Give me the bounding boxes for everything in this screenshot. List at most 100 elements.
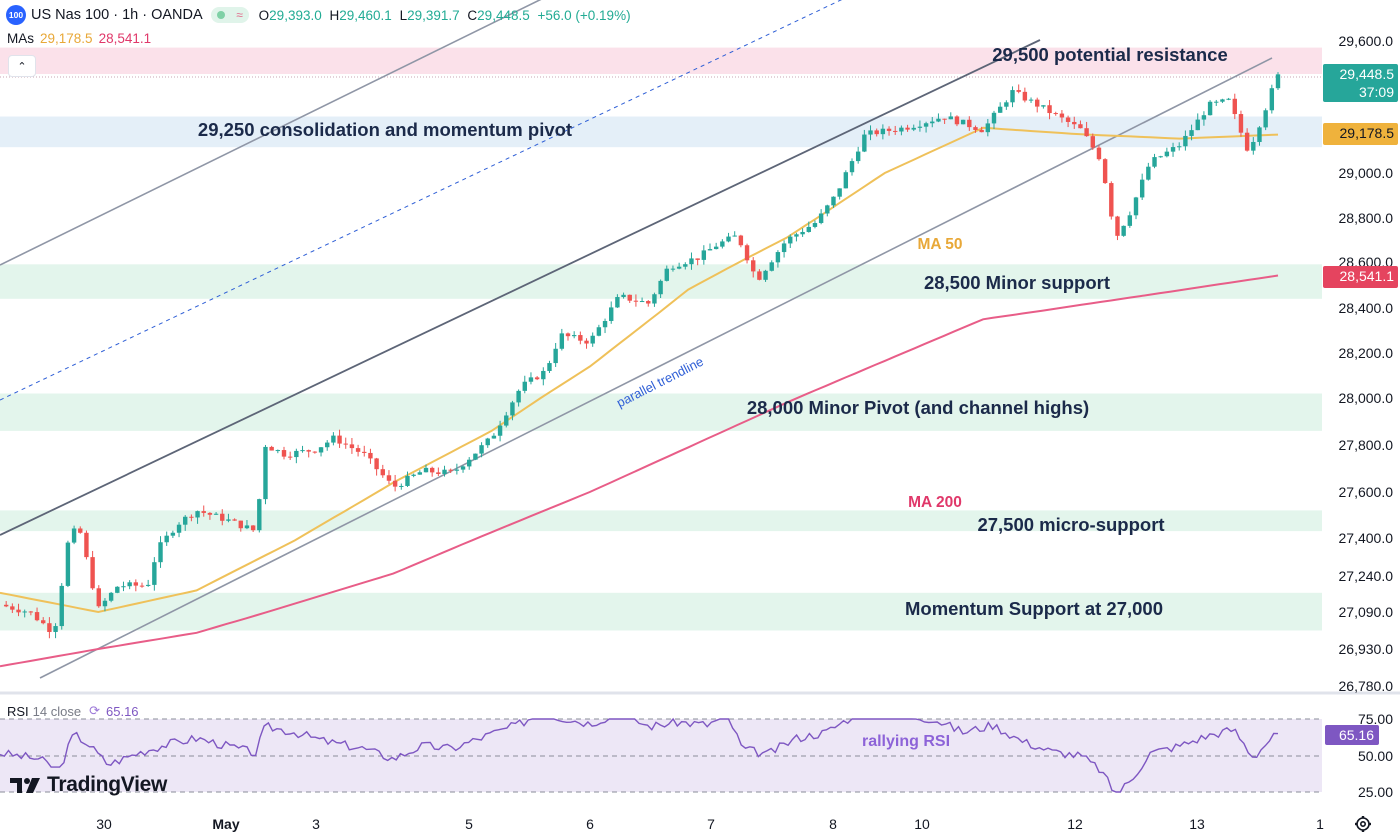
zone-label: 28,000 Minor Pivot (and channel highs) [747, 397, 1089, 418]
candle-body [53, 626, 58, 632]
price-tick-label: 28,400.0 [1339, 300, 1394, 316]
candle-body [115, 586, 120, 593]
candle-body [1251, 141, 1256, 151]
candle [115, 586, 120, 594]
rsi-legend[interactable]: RSI 14 close ⟳ 65.16 [7, 703, 139, 719]
candle-body [269, 446, 274, 451]
candle-body [997, 106, 1003, 113]
x-tick-label: 10 [914, 816, 930, 832]
candle [417, 470, 423, 475]
candle [707, 243, 713, 251]
candle-body [1170, 147, 1176, 152]
candle [911, 124, 916, 132]
candle [1065, 115, 1071, 128]
candle-body [1078, 124, 1083, 129]
price-tick-label: 27,240.0 [1339, 568, 1394, 584]
zone-band [0, 393, 1322, 431]
price-tag-bg [1323, 123, 1398, 145]
candle-body [652, 294, 657, 304]
price-tag-text: 29,448.5 [1340, 66, 1395, 82]
candle-body [47, 623, 52, 632]
tradingview-logo[interactable]: TradingView [10, 772, 167, 798]
x-tick-label: May [212, 816, 239, 832]
ma200-price-tag: 28,541.1 [1323, 266, 1398, 288]
candle-body [250, 525, 256, 531]
candle-body [812, 223, 818, 227]
candle [843, 170, 849, 189]
gear-icon[interactable] [1354, 815, 1372, 833]
candle-body [337, 435, 342, 444]
price-tick-label: 27,400.0 [1339, 530, 1394, 546]
candle [751, 257, 756, 278]
candle-body [781, 243, 787, 253]
ma50-line [0, 126, 1279, 614]
price-tick-label: 27,800.0 [1339, 437, 1394, 453]
candle-body [1022, 91, 1028, 101]
candle [325, 440, 330, 451]
candle [442, 465, 447, 477]
candle-body [1127, 215, 1133, 226]
refresh-icon[interactable]: ⟳ [89, 703, 100, 718]
candle [726, 232, 731, 243]
candle [392, 474, 398, 492]
candle-body [3, 604, 9, 607]
candle-body [862, 134, 867, 152]
candle-body [967, 119, 972, 128]
candle [689, 252, 694, 270]
candle-body [1109, 183, 1114, 217]
candle [78, 526, 83, 534]
x-tick-label: 13 [1189, 816, 1205, 832]
candle [213, 512, 219, 515]
candle-body [960, 119, 966, 125]
candle-body [287, 456, 293, 458]
candle-body [1158, 156, 1163, 158]
candle [71, 525, 77, 545]
collapse-legend-button[interactable]: ⌃ [8, 55, 36, 77]
x-axis: 30 May 3 5 6 7 8 10 12 13 1 [96, 816, 1324, 832]
candle-body [65, 542, 71, 586]
candle-body [325, 442, 330, 448]
symbol-title[interactable]: US Nas 100 · 1h · OANDA [31, 7, 203, 23]
ma200-value: 28,541.1 [98, 31, 152, 46]
candle [108, 591, 114, 603]
candle-body [411, 474, 416, 476]
candle-body [757, 271, 762, 280]
candle-body [664, 268, 669, 281]
candle-body [837, 188, 842, 197]
candle [1232, 93, 1237, 120]
candle-body [380, 469, 385, 476]
candle-body [473, 453, 478, 460]
candle [1035, 97, 1040, 113]
price-tick-label: 29,000.0 [1339, 165, 1394, 181]
ma-legend[interactable]: MAs 29,178.5 28,541.1 [7, 31, 151, 46]
candle [590, 332, 595, 347]
candle-body [553, 348, 558, 364]
candle [930, 116, 935, 128]
candle [374, 457, 379, 476]
candle-body [658, 280, 663, 295]
candle [411, 473, 416, 478]
x-tick-label: 8 [829, 816, 837, 832]
candle [1275, 72, 1281, 91]
candle-body [497, 425, 503, 436]
candle-body [584, 340, 589, 344]
candle-body [695, 258, 700, 260]
candle-body [244, 525, 250, 529]
candle-body [121, 586, 126, 588]
candle [991, 110, 997, 129]
market-status-pill[interactable]: ≈ [210, 7, 249, 23]
candle-body [1189, 130, 1194, 136]
price-tick-label: 27,090.0 [1339, 604, 1394, 620]
candle-body [71, 528, 77, 543]
x-tick-label: 6 [586, 816, 594, 832]
candle [1158, 155, 1163, 158]
ma50-price-tag: 29,178.5 [1323, 123, 1398, 145]
candle-body [1096, 147, 1102, 160]
candle [287, 451, 293, 461]
ma-legend-label: MAs [7, 31, 34, 46]
candle [195, 510, 200, 524]
candle [899, 125, 904, 136]
candle-body [849, 161, 855, 173]
candle [541, 367, 546, 386]
